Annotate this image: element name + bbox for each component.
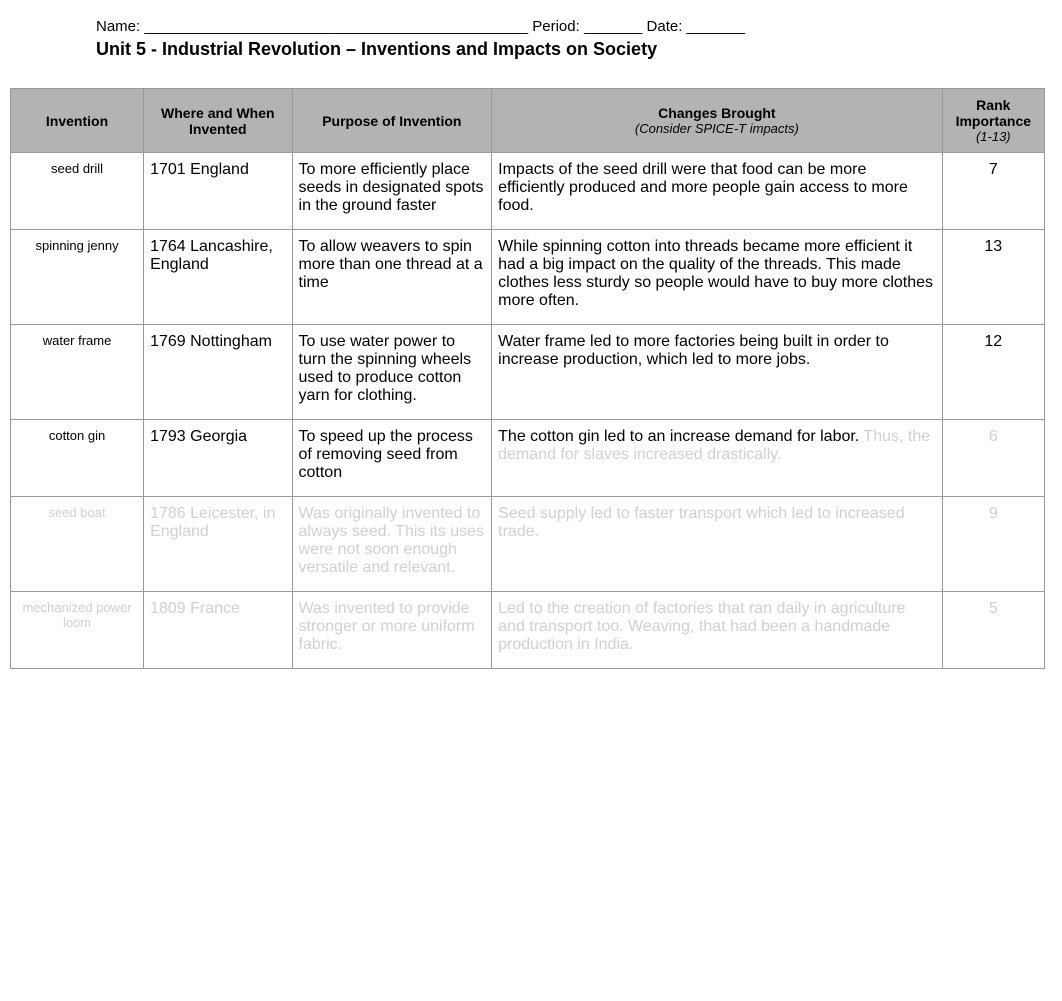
cell-rank: 13	[942, 230, 1044, 325]
col-header-invention: Invention	[11, 89, 144, 153]
cell-rank: 5	[942, 592, 1044, 669]
cell-where: 1793 Georgia	[144, 420, 292, 497]
cell-changes: Led to the creation of factories that ra…	[492, 592, 942, 669]
table-row: seed drill1701 EnglandTo more efficientl…	[11, 153, 1045, 230]
table-header-row: Invention Where and When Invented Purpos…	[11, 89, 1045, 153]
cell-invention: cotton gin	[11, 420, 144, 497]
cell-where: 1786 Leicester, in England	[144, 497, 292, 592]
cell-rank: 12	[942, 325, 1044, 420]
table-row: spinning jenny1764 Lancashire, EnglandTo…	[11, 230, 1045, 325]
cell-invention: seed boat	[11, 497, 144, 592]
cell-purpose: Was originally invented to always seed. …	[292, 497, 492, 592]
cell-changes: Impacts of the seed drill were that food…	[492, 153, 942, 230]
cell-purpose: To more efficiently place seeds in desig…	[292, 153, 492, 230]
col-header-where: Where and When Invented	[144, 89, 292, 153]
cell-purpose: To allow weavers to spin more than one t…	[292, 230, 492, 325]
cell-purpose: To use water power to turn the spinning …	[292, 325, 492, 420]
table-row: seed boat1786 Leicester, in EnglandWas o…	[11, 497, 1045, 592]
cell-invention: water frame	[11, 325, 144, 420]
cell-changes: Water frame led to more factories being …	[492, 325, 942, 420]
cell-rank: 9	[942, 497, 1044, 592]
cell-where: 1809 France	[144, 592, 292, 669]
table-row: mechanized power loom1809 FranceWas inve…	[11, 592, 1045, 669]
cell-where: 1769 Nottingham	[144, 325, 292, 420]
col-header-rank-sub: (1-13)	[947, 129, 1040, 144]
cell-changes: Seed supply led to faster transport whic…	[492, 497, 942, 592]
col-header-rank: Rank Importance (1-13)	[942, 89, 1044, 153]
inventions-table: Invention Where and When Invented Purpos…	[10, 88, 1045, 669]
cell-invention: spinning jenny	[11, 230, 144, 325]
cell-invention: seed drill	[11, 153, 144, 230]
worksheet-title: Unit 5 - Industrial Revolution – Inventi…	[96, 39, 1052, 60]
col-header-changes: Changes Brought (Consider SPICE-T impact…	[492, 89, 942, 153]
col-header-changes-main: Changes Brought	[658, 105, 775, 121]
cell-changes: The cotton gin led to an increase demand…	[492, 420, 942, 497]
table-row: water frame1769 NottinghamTo use water p…	[11, 325, 1045, 420]
col-header-purpose: Purpose of Invention	[292, 89, 492, 153]
cell-rank: 7	[942, 153, 1044, 230]
cell-purpose: Was invented to provide stronger or more…	[292, 592, 492, 669]
col-header-changes-sub: (Consider SPICE-T impacts)	[496, 121, 937, 136]
col-header-rank-main: Rank Importance	[956, 97, 1031, 129]
cell-purpose: To speed up the process of removing seed…	[292, 420, 492, 497]
name-date-line: Name: __________________________________…	[96, 18, 1052, 35]
cell-where: 1764 Lancashire, England	[144, 230, 292, 325]
cell-rank: 6	[942, 420, 1044, 497]
cell-where: 1701 England	[144, 153, 292, 230]
table-row: cotton gin1793 GeorgiaTo speed up the pr…	[11, 420, 1045, 497]
cell-invention: mechanized power loom	[11, 592, 144, 669]
cell-changes: While spinning cotton into threads becam…	[492, 230, 942, 325]
